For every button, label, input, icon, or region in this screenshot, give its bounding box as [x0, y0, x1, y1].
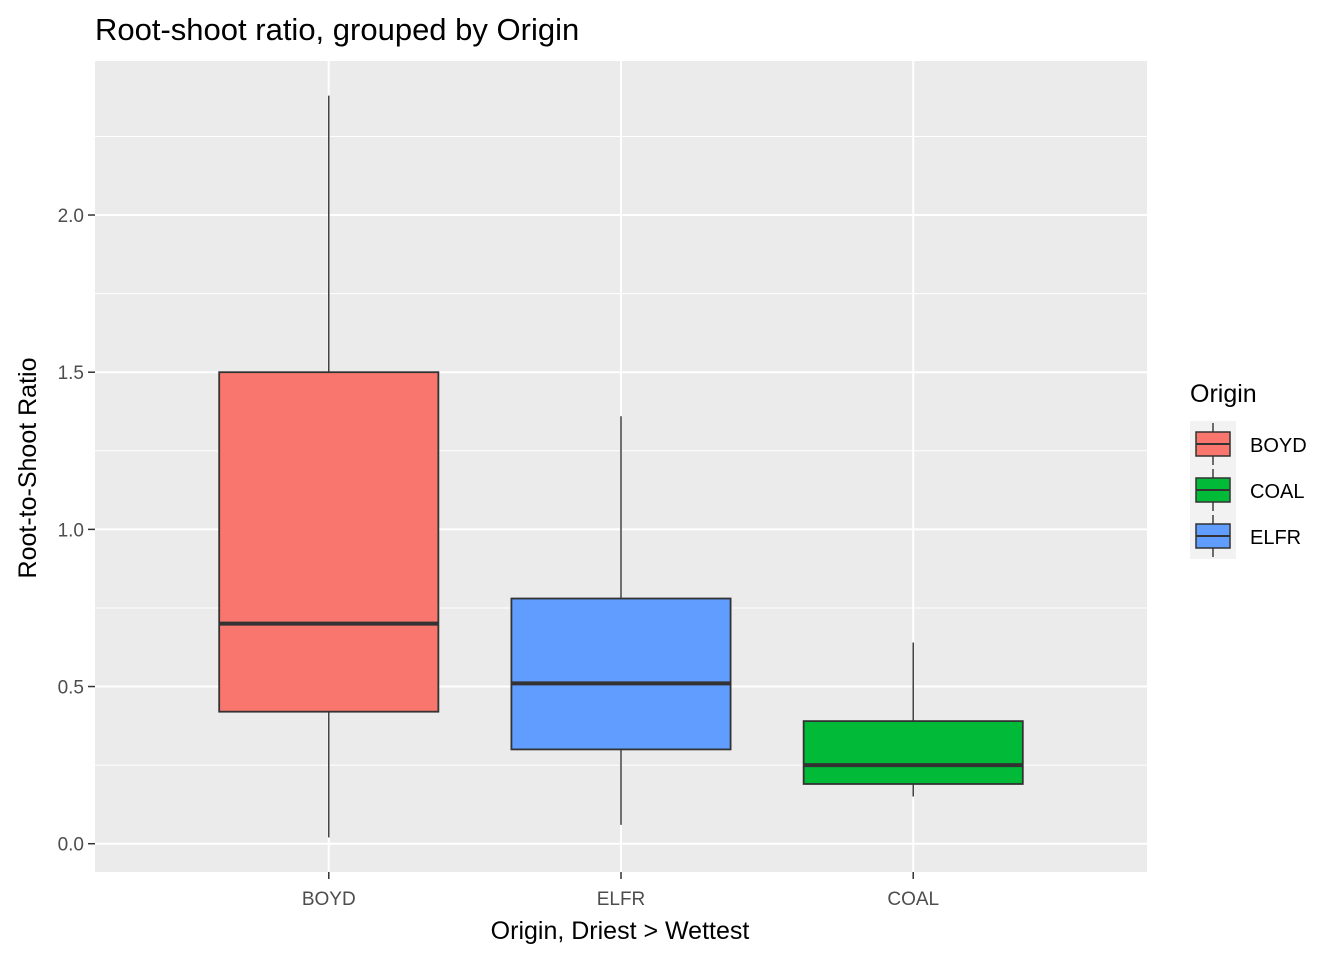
box-body [802, 720, 1024, 785]
x-axis: BOYD ELFR COAL [302, 872, 939, 910]
legend: Origin BOYD COAL ELFR [1190, 380, 1307, 559]
chart-title: Root-shoot ratio, grouped by Origin [95, 12, 579, 47]
y-tick-label: 1.5 [58, 363, 84, 384]
legend-label: BOYD [1250, 435, 1307, 457]
y-tick-label: 2.0 [58, 206, 84, 227]
box-elfr [510, 416, 732, 825]
legend-label: COAL [1250, 481, 1304, 503]
x-axis-title: Origin, Driest > Wettest [491, 917, 750, 945]
legend-label: ELFR [1250, 527, 1301, 549]
box-body [218, 371, 440, 713]
y-tick-label: 0.0 [58, 835, 84, 856]
x-tick-label: ELFR [597, 889, 646, 910]
x-tick-label: COAL [887, 889, 939, 910]
box-boyd [218, 95, 440, 838]
legend-entry-coal: COAL [1195, 469, 1304, 511]
legend-title: Origin [1190, 380, 1257, 408]
legend-entry-boyd: BOYD [1195, 423, 1307, 465]
y-tick-label: 0.5 [58, 678, 84, 699]
box-coal [802, 642, 1024, 797]
y-axis-title: Root-to-Shoot Ratio [14, 358, 42, 579]
plot-panel [95, 61, 1147, 872]
y-axis: 0.0 0.5 1.0 1.5 2.0 [58, 206, 95, 856]
box-body [510, 597, 732, 751]
legend-entry-elfr: ELFR [1195, 515, 1301, 557]
x-tick-label: BOYD [302, 889, 356, 910]
y-tick-label: 1.0 [58, 520, 84, 541]
